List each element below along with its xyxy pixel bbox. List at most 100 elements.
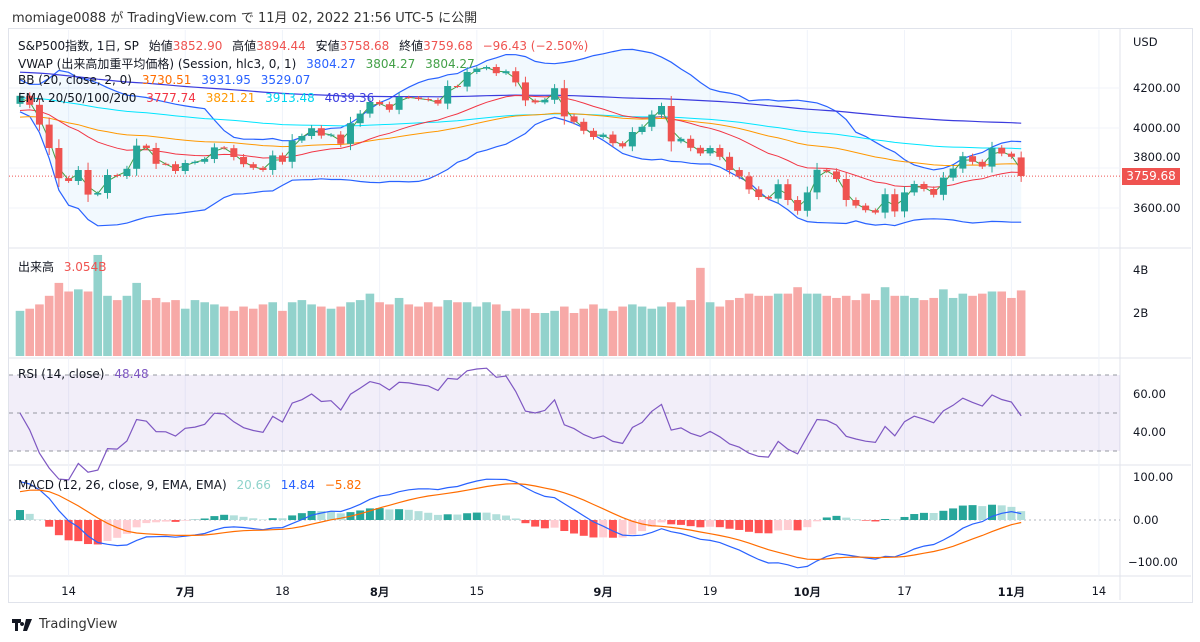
macd-signal-line [19, 482, 1022, 561]
macd-histogram-bar [84, 520, 93, 545]
candle-body [94, 193, 102, 195]
volume-bar [248, 308, 258, 356]
vwap-legend[interactable]: VWAP (出来高加重平均価格) (Session, hlc3, 0, 1) 3… [18, 55, 481, 72]
volume-bar [404, 304, 414, 356]
candle-body [658, 106, 666, 115]
macd-histogram-bar [851, 519, 860, 520]
macd-histogram-bar [414, 511, 423, 520]
macd-histogram-bar [443, 514, 452, 520]
macd-histogram-bar [74, 520, 83, 542]
vwap-value: 3804.27 [306, 57, 356, 71]
macd-histogram-bar [676, 520, 685, 525]
candle-body [483, 67, 491, 69]
candle-body [969, 156, 977, 162]
macd-histogram-bar [803, 520, 812, 528]
volume-bar [793, 287, 802, 356]
macd-histogram-bar [433, 514, 442, 520]
macd-histogram-bar [278, 518, 287, 520]
volume-bar [219, 306, 229, 356]
macd-histogram-bar [113, 520, 122, 538]
candle-body [16, 95, 24, 104]
ema-legend[interactable]: EMA 20/50/100/200 3777.74 3821.21 3913.4… [18, 91, 380, 105]
candle-body [103, 175, 111, 193]
candle-body [794, 200, 802, 211]
volume-bar [666, 302, 676, 356]
macd-histogram-bar [540, 520, 549, 529]
volume-bar [258, 304, 268, 356]
candle-body [210, 147, 218, 159]
macd-histogram-bar [667, 520, 676, 525]
candle-body [240, 157, 248, 165]
volume-bar [861, 293, 870, 356]
macd-histogram-bar [375, 508, 384, 520]
volume-bar [637, 306, 647, 356]
price-tick: 4000.00 [1133, 121, 1181, 135]
macd-histogram-bar [171, 520, 180, 522]
volume-title: 出来高 [18, 260, 55, 274]
volume-bar [93, 254, 103, 356]
macd-legend[interactable]: MACD (12, 26, close, 9, EMA, EMA) 20.66 … [18, 478, 368, 492]
volume-bar [530, 313, 540, 356]
price-tick: 3600.00 [1133, 201, 1181, 215]
macd-signal-value: −5.82 [324, 478, 362, 492]
volume-bar [987, 291, 997, 356]
macd-histogram-bar [608, 520, 617, 538]
candle-body [230, 148, 238, 157]
volume-bar [112, 300, 122, 356]
volume-bar [394, 297, 404, 356]
candle-body [696, 147, 704, 154]
candle-body [453, 86, 461, 87]
volume-bar [171, 300, 180, 356]
volume-legend[interactable]: 出来高 3.054B [18, 258, 112, 275]
candle-body [755, 189, 763, 197]
candle-body [288, 140, 296, 162]
volume-bar [647, 308, 657, 356]
candle-body [65, 178, 73, 181]
time-tick-label: 8月 [369, 585, 390, 599]
candle-body [881, 194, 889, 213]
macd-histogram-bar [181, 520, 190, 521]
candle-body [560, 88, 568, 117]
macd-histogram-bar [1007, 506, 1016, 520]
volume-bar [501, 310, 511, 356]
volume-bar [1016, 290, 1026, 356]
candle-body [308, 128, 316, 136]
bb-fill [20, 49, 1022, 226]
candle-body [648, 114, 656, 127]
volume-bar [297, 300, 307, 356]
volume-bar [948, 297, 958, 356]
rsi-legend[interactable]: RSI (14, close) 48.48 [18, 367, 155, 381]
macd-histogram-bar [793, 520, 802, 531]
candle-body [269, 155, 277, 170]
bb-upper-line [19, 48, 1022, 171]
candle-body [930, 189, 938, 195]
vwap-upper: 3804.27 [365, 57, 416, 71]
volume-bar [161, 302, 171, 356]
ema100-line [19, 97, 1022, 150]
volume-bar [705, 302, 715, 356]
volume-bar [997, 291, 1007, 356]
volume-bar [103, 295, 112, 356]
volume-bar [929, 297, 938, 356]
macd-histogram-bar [725, 520, 734, 529]
ema-title: EMA 20/50/100/200 [18, 91, 137, 105]
bb-legend[interactable]: BB (20, close, 2, 0) 3730.51 3931.95 352… [18, 73, 316, 87]
volume-bar [268, 302, 278, 356]
macd-histogram-bar [472, 512, 481, 520]
candle-body [356, 113, 364, 124]
volume-bar [511, 308, 521, 356]
macd-histogram-bar [881, 519, 890, 520]
volume-tick: 4B [1133, 263, 1149, 277]
chart-frame[interactable] [8, 28, 1193, 603]
candle-body [541, 99, 549, 103]
macd-histogram-bar [152, 520, 161, 523]
bb-basis: 3730.51 [141, 73, 192, 87]
tradingview-footer[interactable]: TradingView [12, 617, 118, 632]
rsi-title: RSI (14, close) [18, 367, 105, 381]
ema20-value: 3777.74 [146, 91, 196, 105]
candle-body [181, 163, 189, 171]
price-tick: 3800.00 [1133, 150, 1181, 164]
volume-bar [462, 302, 472, 356]
macd-histogram-bar [463, 513, 472, 520]
